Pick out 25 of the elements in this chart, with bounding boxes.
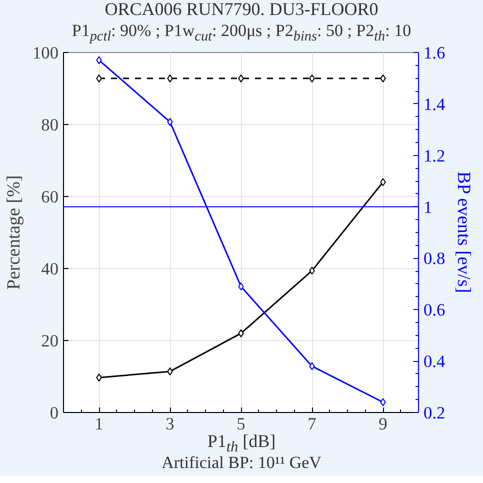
y2-tick-label: 0.6 xyxy=(424,300,446,320)
y-tick-label: 80 xyxy=(41,116,58,134)
y-tick-label: 40 xyxy=(41,260,58,278)
y2-tick-label: 1.2 xyxy=(424,146,446,166)
x-tick-label: 9 xyxy=(378,414,388,434)
y2-tick-label: 1 xyxy=(424,198,432,217)
y-tick-label: 0 xyxy=(50,404,59,422)
text: P1$_{pctl}$: 90% ; P1w$_{cut}$: 200μs ; P2$_{bins}$: 50 ; P2$_{th}$: 10 xyxy=(72,21,412,44)
y-tick-label: 100 xyxy=(32,44,59,62)
y2-tick-label: 1.4 xyxy=(424,94,446,114)
y2-tick-label: 1.6 xyxy=(424,44,446,62)
y2-tick-label: 0.8 xyxy=(424,249,446,268)
x-tick-label: 3 xyxy=(166,414,174,434)
chart-title: ORCA006 RUN7790. DU3-FLOOR0 xyxy=(104,0,378,20)
y-tick-label: 60 xyxy=(41,188,58,206)
x-tick-label: 5 xyxy=(236,414,246,434)
text: Artificial BP: 10¹¹ GeV xyxy=(162,453,322,473)
y2-axis-title: BP events [ev/s] xyxy=(453,171,474,293)
y2-tick-label: 0.2 xyxy=(424,404,446,422)
y-axis-title: Percentage [%] xyxy=(4,175,25,290)
y-tick-label: 20 xyxy=(41,332,58,350)
x-axis-title: P1$_{th}$ [dB] xyxy=(207,431,276,456)
x-tick-label: 7 xyxy=(308,414,317,434)
x-tick-label: 1 xyxy=(94,414,104,434)
y2-tick-label: 0.4 xyxy=(424,352,446,372)
